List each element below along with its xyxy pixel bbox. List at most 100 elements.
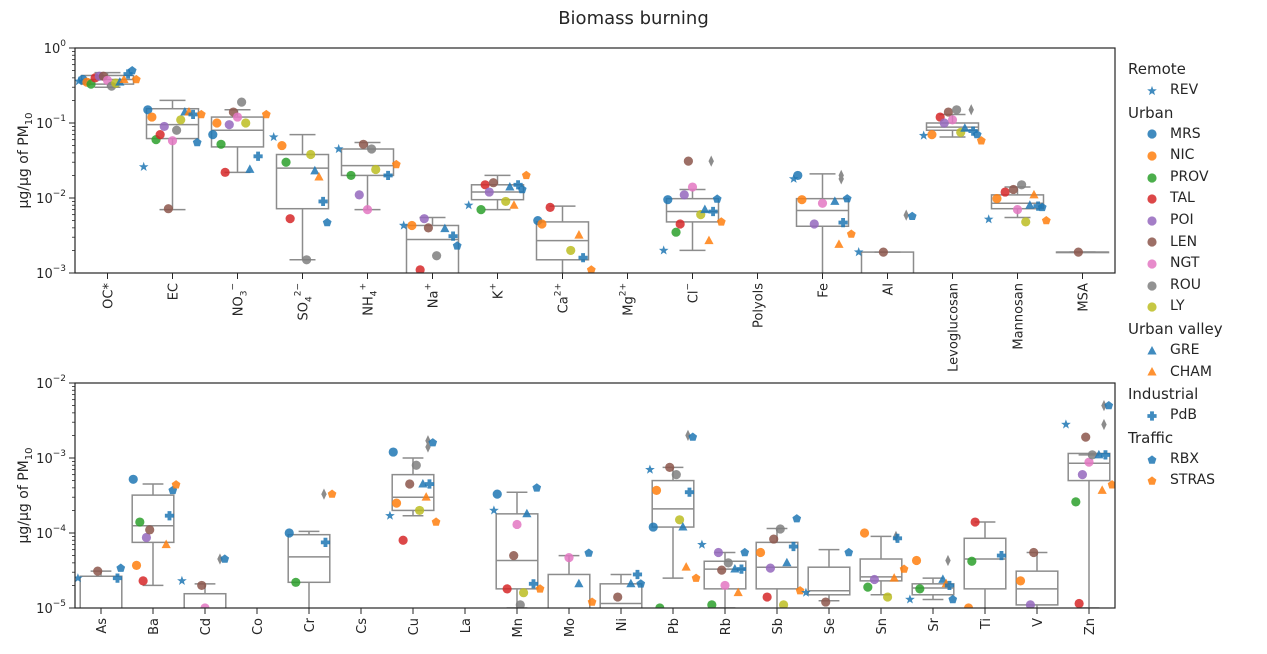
data-point-mrs bbox=[128, 474, 138, 484]
legend-marker-pentagon-icon bbox=[1147, 476, 1157, 485]
data-point-prov bbox=[346, 170, 356, 181]
legend-marker-circle-icon bbox=[1147, 237, 1157, 247]
data-point-len bbox=[405, 479, 415, 489]
legend-marker-shape bbox=[1147, 129, 1157, 139]
data-point-rev bbox=[268, 132, 279, 142]
data-point-mrs bbox=[648, 522, 658, 532]
legend-marker-circle-icon bbox=[1147, 194, 1157, 204]
data-point-len bbox=[423, 223, 433, 233]
legend-item: GRE bbox=[1128, 340, 1223, 362]
box-iqr bbox=[405, 224, 460, 273]
data-point-len bbox=[878, 247, 888, 257]
data-point-rbx bbox=[948, 594, 958, 604]
outlier-point bbox=[968, 104, 974, 116]
data-point-poi bbox=[765, 563, 776, 573]
legend-marker-shape bbox=[1147, 216, 1157, 226]
data-point-ly bbox=[306, 149, 316, 160]
data-point-poi bbox=[141, 532, 152, 543]
data-point-cham bbox=[119, 74, 129, 83]
box-5 bbox=[287, 530, 331, 608]
data-point-poi bbox=[1077, 470, 1088, 480]
box-iqr bbox=[287, 533, 331, 584]
legend-item: CHAM bbox=[1128, 362, 1223, 384]
outlier-point bbox=[425, 441, 431, 453]
data-point-nic bbox=[407, 220, 417, 231]
data-point-rbx bbox=[428, 438, 438, 447]
box-iqr bbox=[911, 583, 955, 596]
legend-label: TAL bbox=[1170, 190, 1195, 207]
data-point-len bbox=[1008, 184, 1018, 195]
data-point-rbx bbox=[1104, 401, 1114, 410]
data-point-len bbox=[665, 462, 675, 472]
legend-marker-circle-icon bbox=[1147, 259, 1157, 269]
data-point-mrs bbox=[388, 447, 398, 457]
data-point-poi bbox=[939, 118, 949, 128]
x-tick-label: Cl− bbox=[684, 283, 702, 303]
x-tick-label: V bbox=[1031, 618, 1046, 627]
data-point-rev bbox=[177, 575, 187, 585]
data-point-nic bbox=[131, 560, 142, 570]
data-point-pdb bbox=[838, 217, 848, 228]
data-point-rev bbox=[75, 573, 83, 583]
x-tick-label: La bbox=[459, 618, 474, 633]
data-point-poi bbox=[869, 574, 880, 585]
data-point-rbx bbox=[907, 211, 917, 220]
box-iqr bbox=[495, 513, 539, 590]
data-point-gre bbox=[626, 578, 636, 588]
data-point-poi bbox=[484, 187, 494, 197]
data-point-len bbox=[683, 156, 693, 166]
box-11 bbox=[599, 573, 643, 608]
legend-item: NGT bbox=[1128, 253, 1223, 275]
data-point-cham bbox=[509, 200, 519, 209]
x-tick-label: Zn bbox=[1083, 618, 1098, 635]
data-point-rou bbox=[237, 97, 247, 107]
data-point-rbx bbox=[636, 579, 646, 588]
data-point-gre bbox=[522, 508, 532, 518]
legend-marker-shape bbox=[1147, 280, 1157, 291]
legend-marker-pentagon-icon bbox=[1147, 454, 1157, 464]
legend-group-header: Traffic bbox=[1128, 428, 1174, 447]
data-point-ngt bbox=[362, 205, 373, 215]
data-point-pdb bbox=[383, 170, 393, 181]
data-point-tal bbox=[480, 180, 490, 190]
legend-item: LEN bbox=[1128, 232, 1223, 254]
data-point-ly bbox=[176, 115, 186, 125]
data-point-rev bbox=[918, 130, 929, 140]
data-point-prov bbox=[863, 582, 873, 592]
data-point-rev bbox=[1061, 419, 1071, 429]
data-point-nic bbox=[1015, 576, 1026, 586]
data-point-rou bbox=[411, 460, 421, 470]
legend-label: NGT bbox=[1170, 255, 1200, 272]
legend-marker-shape bbox=[1147, 454, 1157, 464]
data-point-ngt bbox=[687, 182, 698, 192]
figure: 10−3 10−2 10−1 100 μg/μg of PM10 OC* EC NO3− SO4… bbox=[16, 39, 1116, 637]
data-point-rev bbox=[658, 245, 669, 255]
legend-item: REV bbox=[1128, 80, 1223, 102]
panel-1: 10−3 10−2 10−1 100 μg/μg of PM10 OC* EC NO3− SO4… bbox=[16, 39, 1116, 372]
x-tick-label: Mo bbox=[563, 618, 578, 637]
data-point-nic bbox=[911, 555, 922, 566]
data-point-prov bbox=[655, 603, 665, 608]
x-tick-label: Fe bbox=[817, 283, 832, 298]
legend-marker-triangle-icon bbox=[1147, 345, 1157, 355]
data-point-rbx bbox=[842, 194, 852, 203]
data-point-rev bbox=[645, 464, 655, 474]
data-point-rou bbox=[302, 255, 312, 265]
x-tick-label: Al bbox=[882, 283, 897, 296]
box-iqr bbox=[807, 566, 851, 596]
data-point-pdb bbox=[968, 126, 978, 136]
legend-marker-circle-icon bbox=[1147, 302, 1157, 312]
x-tick-label: NO3− bbox=[229, 283, 250, 316]
legend-label: RBX bbox=[1170, 450, 1199, 467]
data-point-tal bbox=[285, 214, 295, 224]
data-point-ngt bbox=[512, 519, 522, 530]
outlier-point bbox=[321, 488, 327, 500]
data-point-ngt bbox=[200, 603, 210, 608]
box-iqr bbox=[795, 197, 850, 228]
data-point-prov bbox=[915, 584, 925, 594]
data-point-len bbox=[358, 139, 368, 149]
box-iqr bbox=[1015, 570, 1059, 606]
data-point-rou bbox=[671, 470, 681, 480]
x-tick-label: Se bbox=[823, 618, 838, 634]
data-point-pdb bbox=[944, 580, 955, 591]
